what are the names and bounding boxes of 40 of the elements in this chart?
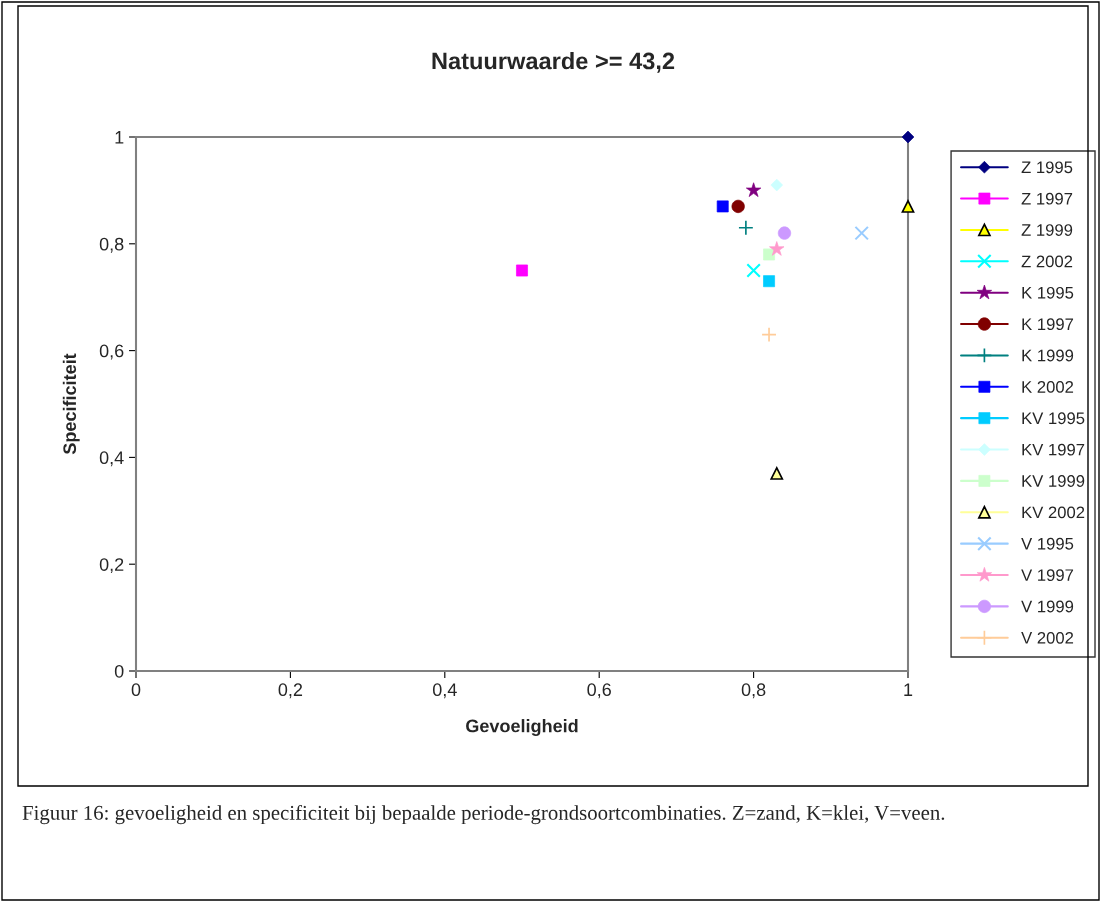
- x-tick-label: 0,2: [278, 683, 303, 699]
- point: [763, 275, 775, 288]
- y-tick-label: 0,4: [99, 451, 124, 467]
- x-tick-label: 0,6: [587, 683, 611, 699]
- y-tick-label: 0: [114, 664, 124, 678]
- legend-label: K 1999: [1022, 349, 1074, 362]
- x-tick-label: 0,8: [741, 683, 766, 699]
- y-axis-title: Specificiteit: [62, 353, 80, 455]
- y-tick-label: 0,8: [99, 237, 124, 253]
- legend-label: Z 2002: [1021, 255, 1073, 268]
- point: [516, 264, 528, 277]
- legend-label: V 1997: [1021, 569, 1074, 582]
- text: Figuur 16: gevoeligheid en specificiteit bij bepaalde periode-grondsoortcombinaties. Z=zand, K=klei, V=veen.: [22, 805, 945, 825]
- point: [746, 263, 761, 278]
- legend-label: V 1999: [1021, 600, 1074, 613]
- legend-label: Z 1997: [1021, 192, 1073, 205]
- legend-label: Z 1999: [1021, 224, 1073, 236]
- x-tick-label: 0: [131, 683, 141, 697]
- point: [761, 326, 777, 343]
- legend-label: K 1997: [1022, 318, 1074, 331]
- legend-label: K 2002: [1022, 380, 1074, 393]
- x-axis-title: Gevoeligheid: [466, 719, 578, 736]
- legend-label: Z 1995: [1021, 161, 1073, 174]
- x-tick-label: 1: [904, 683, 913, 696]
- y-tick-label: 0,6: [99, 344, 124, 360]
- legend-label: KV 1997: [1022, 443, 1085, 456]
- point: [854, 225, 869, 241]
- point: [738, 220, 754, 236]
- legend-label: V 1995: [1021, 537, 1074, 550]
- legend-label: KV 1999: [1022, 475, 1085, 487]
- legend-label: K 1995: [1022, 286, 1074, 299]
- legend-label: KV 2002: [1022, 506, 1085, 519]
- chart-title: Natuurwaarde >= 43,2: [432, 52, 675, 73]
- y-tick-label: 0,2: [99, 558, 124, 574]
- legend-label: KV 1995: [1022, 412, 1085, 425]
- x-tick-label: 0,4: [432, 683, 457, 699]
- y-tick-label: 1: [115, 131, 124, 144]
- point: [901, 200, 915, 213]
- point: [770, 467, 784, 480]
- legend-label: V 2002: [1021, 631, 1074, 644]
